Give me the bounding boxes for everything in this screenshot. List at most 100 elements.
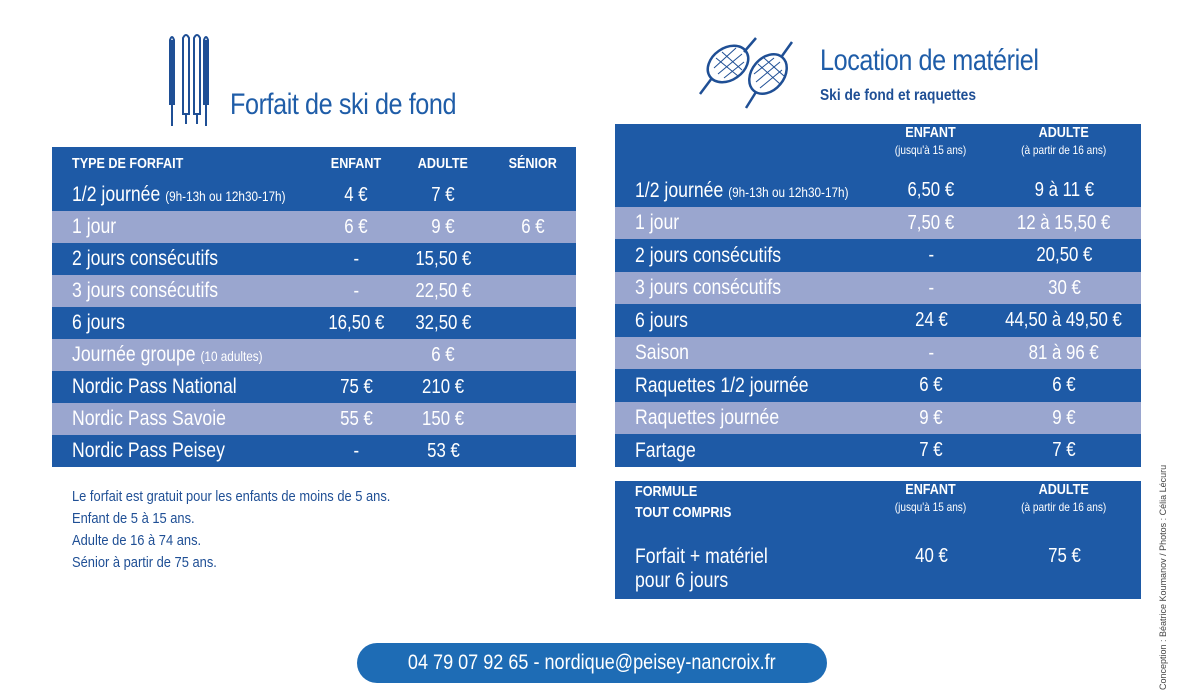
price-adulte: 20,50 € <box>1035 244 1093 266</box>
table-row: 1 jour 7,50 € 12 à 15,50 € <box>615 207 1141 239</box>
price-enfant: 9 € <box>919 406 943 429</box>
price-adulte: 15,50 € <box>414 247 472 270</box>
price-adulte: 9 à 11 € <box>1034 179 1094 201</box>
note-line: Enfant de 5 à 15 ans. <box>72 510 195 527</box>
row-label: Raquettes 1/2 journée <box>635 373 809 397</box>
price-adulte: 150 € <box>421 407 465 430</box>
table-row: Fartage 7 € 7 € <box>615 434 1141 467</box>
location-header-row: ENFANT (jusqu'à 15 ans) ADULTE (à partir d… <box>615 124 1141 174</box>
formule-header-label: FORMULE TOUT COMPRIS <box>635 483 732 521</box>
note-line: Adulte de 16 à 74 ans. <box>72 532 202 549</box>
contact-text[interactable]: 04 79 07 92 65 - nordique@peisey-nancroi… <box>408 651 776 674</box>
row-label: Nordic Pass Savoie <box>72 407 226 430</box>
table-row: 1/2 journée (9h-13h ou 12h30-17h) 4 € 7 … <box>52 179 576 211</box>
price-adulte: 9 € <box>1052 406 1076 429</box>
row-note: (10 adultes) <box>200 348 263 364</box>
table-row: 3 jours consécutifs - 30 € <box>615 272 1141 304</box>
table-row: 1 jour 6 € 9 € 6 € <box>52 211 576 243</box>
price-adulte: 6 € <box>1052 374 1076 396</box>
header-enfant: ENFANT <box>330 154 382 172</box>
table-row: 1/2 journée (9h-13h ou 12h30-17h) 6,50 €… <box>615 174 1141 207</box>
header-enfant: ENFANT (jusqu'à 15 ans) <box>895 481 967 514</box>
row-label: 2 jours consécutifs <box>72 247 219 270</box>
price-enfant: - <box>353 439 359 462</box>
location-subtitle: Ski de fond et raquettes <box>820 87 976 104</box>
price-adulte: 7 € <box>1052 439 1076 461</box>
row-label: 1 jour <box>635 211 680 234</box>
forfait-header-row: TYPE DE FORFAIT ENFANT ADULTE SÉNIOR <box>52 147 576 179</box>
header-adulte: ADULTE <box>417 154 469 172</box>
table-row: 2 jours consécutifs - 20,50 € <box>615 239 1141 272</box>
header-type-forfait: TYPE DE FORFAIT <box>72 154 184 172</box>
snowshoes-icon <box>699 37 794 109</box>
price-enfant: 6,50 € <box>907 179 955 201</box>
row-label: 3 jours consécutifs <box>72 279 219 302</box>
price-adulte: 210 € <box>421 375 465 398</box>
price-enfant: 24 € <box>914 309 948 331</box>
price-enfant: - <box>353 247 359 270</box>
price-enfant: 7 € <box>919 439 943 461</box>
price-enfant: - <box>353 279 359 302</box>
price-adulte: 30 € <box>1047 276 1081 299</box>
price-enfant: 55 € <box>339 407 373 430</box>
price-adulte: 44,50 à 49,50 € <box>1005 309 1123 331</box>
price-enfant: - <box>928 244 934 266</box>
table-row: Nordic Pass National 75 € 210 € <box>52 371 576 403</box>
price-adulte: 12 à 15,50 € <box>1017 211 1111 234</box>
row-label: 1/2 journée <box>635 178 724 202</box>
price-enfant: 75 € <box>339 375 373 398</box>
price-adulte: 81 à 96 € <box>1028 341 1100 364</box>
row-label: 2 jours consécutifs <box>635 243 782 267</box>
price-adulte: 75 € <box>1047 545 1081 567</box>
row-label: 6 jours <box>635 308 688 332</box>
header-empty <box>615 124 875 174</box>
forfait-table: TYPE DE FORFAIT ENFANT ADULTE SÉNIOR 1/2… <box>52 147 576 467</box>
row-label: Nordic Pass Peisey <box>72 439 225 462</box>
row-label: Fartage <box>635 438 696 462</box>
header-adulte: ADULTE (à partir de 16 ans) <box>1021 124 1107 157</box>
price-enfant: - <box>928 276 934 299</box>
row-label: 1 jour <box>72 215 117 238</box>
row-note: (9h-13h ou 12h30-17h) <box>728 183 849 200</box>
row-label: 3 jours consécutifs <box>635 276 782 299</box>
price-adulte: 53 € <box>426 439 460 462</box>
price-enfant: 6 € <box>344 215 368 238</box>
contact-banner[interactable]: 04 79 07 92 65 - nordique@peisey-nancroi… <box>357 643 827 683</box>
forfait-title: Forfait de ski de fond <box>230 88 457 121</box>
header-senior: SÉNIOR <box>508 154 558 172</box>
location-table: ENFANT (jusqu'à 15 ans) ADULTE (à partir d… <box>615 124 1141 467</box>
row-note: (9h-13h ou 12h30-17h) <box>165 188 286 204</box>
price-adulte: 6 € <box>431 343 455 366</box>
price-adulte: 7 € <box>431 183 455 206</box>
formule-label-line1: Forfait + matériel <box>635 545 768 568</box>
note-line: Le forfait est gratuit pour les enfants … <box>72 488 391 505</box>
table-row: Journée groupe (10 adultes) 6 € <box>52 339 576 371</box>
price-enfant: 6 € <box>919 374 943 396</box>
row-label: Journée groupe <box>72 343 196 366</box>
table-row: 3 jours consécutifs - 22,50 € <box>52 275 576 307</box>
formule-table: FORMULE TOUT COMPRIS ENFANT (jusqu'à 15 an… <box>615 481 1141 599</box>
forfait-notes: Le forfait est gratuit pour les enfants … <box>72 486 442 574</box>
price-enfant: 16,50 € <box>327 311 385 334</box>
price-enfant: 4 € <box>344 183 368 206</box>
credit-text: Conception : Béatrice Koumanov / Photos … <box>1158 464 1168 690</box>
price-adulte: 32,50 € <box>414 311 472 334</box>
table-row: Nordic Pass Peisey - 53 € <box>52 435 576 467</box>
table-row: 2 jours consécutifs - 15,50 € <box>52 243 576 275</box>
price-adulte: 22,50 € <box>414 279 472 302</box>
price-senior: 6 € <box>521 215 545 238</box>
ski-poles-icon <box>169 34 209 126</box>
table-row: Nordic Pass Savoie 55 € 150 € <box>52 403 576 435</box>
row-label: 1/2 journée <box>72 183 161 206</box>
table-row: Forfait + matériel pour 6 jours 40 € 75 € <box>615 535 1141 599</box>
row-label: 6 jours <box>72 311 125 334</box>
formule-header-row: FORMULE TOUT COMPRIS ENFANT (jusqu'à 15 an… <box>615 481 1141 535</box>
price-enfant: - <box>928 341 934 364</box>
price-adulte: 9 € <box>431 215 455 238</box>
location-title: Location de matériel <box>820 44 1039 77</box>
table-row: Saison - 81 à 96 € <box>615 337 1141 369</box>
note-line: Sénior à partir de 75 ans. <box>72 554 217 571</box>
price-enfant: 40 € <box>914 545 948 567</box>
price-enfant: 7,50 € <box>907 211 955 234</box>
header-enfant: ENFANT (jusqu'à 15 ans) <box>895 124 967 157</box>
